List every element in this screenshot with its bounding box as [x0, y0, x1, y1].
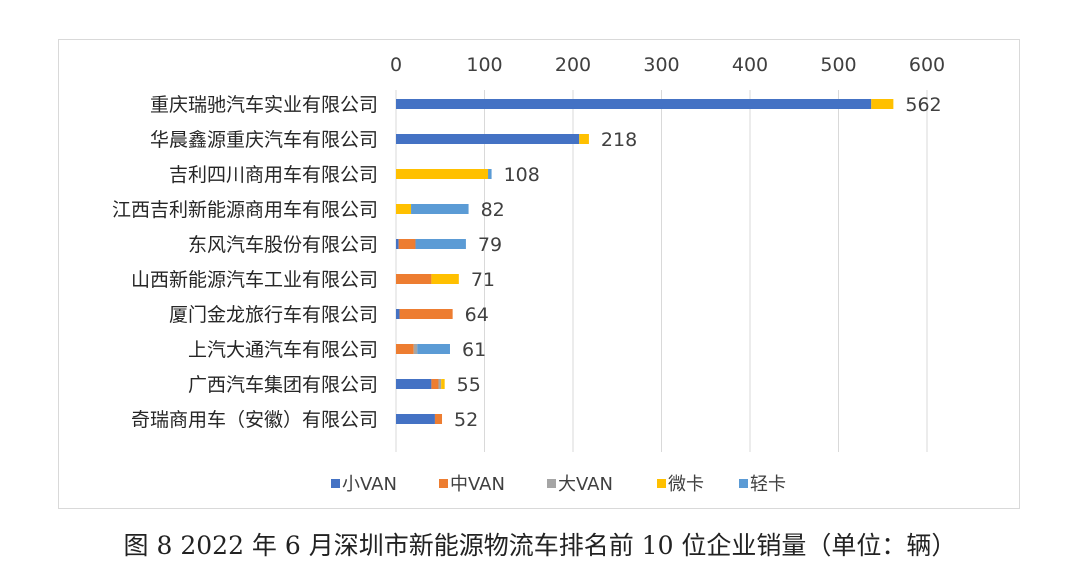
bar-chart: 0 100 200 300 400 500 600 重庆瑞驰汽车实业有限公司 562 华晨鑫源重庆… — [112, 54, 945, 495]
bar-segment — [396, 169, 489, 179]
bar-segment — [579, 134, 589, 144]
bar-segment — [396, 274, 432, 284]
legend-label: 轻卡 — [750, 474, 786, 495]
legend-swatch — [547, 479, 556, 488]
bar-segment — [431, 379, 439, 389]
data-label: 52 — [454, 409, 478, 431]
bar-segment — [413, 344, 418, 354]
data-label: 55 — [457, 374, 481, 396]
x-tick-label: 100 — [466, 54, 502, 76]
bar-segment — [396, 309, 400, 319]
legend-label: 中VAN — [450, 474, 505, 495]
bar-segment — [396, 99, 872, 109]
chart-area: 0 100 200 300 400 500 600 重庆瑞驰汽车实业有限公司 562 华晨鑫源重庆… — [58, 39, 1020, 509]
bar-segment — [431, 274, 459, 284]
figure-caption: 图 8 2022 年 6 月深圳市新能源物流车排名前 10 位企业销量（单位：辆… — [123, 531, 957, 560]
legend-swatch — [739, 479, 748, 488]
bar-segment — [396, 344, 414, 354]
data-label: 64 — [465, 304, 489, 326]
category-label: 广西汽车集团有限公司 — [188, 374, 378, 396]
x-tick-label: 400 — [732, 54, 768, 76]
data-label: 61 — [462, 339, 486, 361]
bar-segment — [434, 414, 443, 424]
bar-segment — [411, 204, 469, 214]
bar-segment — [396, 414, 435, 424]
data-label: 79 — [478, 234, 502, 256]
category-label: 江西吉利新能源商用车有限公司 — [112, 199, 378, 221]
x-tick-label: 600 — [909, 54, 945, 76]
legend-swatch — [331, 479, 340, 488]
bar-segment — [396, 379, 432, 389]
category-label: 华晨鑫源重庆汽车有限公司 — [150, 129, 378, 151]
data-label: 562 — [905, 94, 941, 116]
category-label: 山西新能源汽车工业有限公司 — [131, 269, 378, 291]
bar-segment — [871, 99, 894, 109]
category-label: 重庆瑞驰汽车实业有限公司 — [150, 94, 378, 116]
data-label: 71 — [471, 269, 495, 291]
data-label: 82 — [481, 199, 505, 221]
bar-segment — [396, 204, 412, 214]
category-label: 吉利四川商用车有限公司 — [169, 164, 378, 186]
category-label: 东风汽车股份有限公司 — [188, 234, 378, 256]
legend-swatch — [439, 479, 448, 488]
bar-segment — [415, 239, 466, 249]
category-label: 厦门金龙旅行车有限公司 — [169, 304, 378, 326]
x-tick-label: 300 — [643, 54, 679, 76]
bar-segment — [441, 379, 445, 389]
legend-label: 大VAN — [558, 474, 613, 495]
legend-label: 小VAN — [342, 474, 397, 495]
x-tick-label: 0 — [390, 54, 402, 76]
bar-segment — [398, 239, 416, 249]
x-tick-label: 200 — [555, 54, 591, 76]
bar-segment — [396, 134, 580, 144]
category-label: 奇瑞商用车（安徽）有限公司 — [131, 409, 378, 431]
category-label: 上汽大通汽车有限公司 — [188, 339, 378, 361]
data-label: 218 — [601, 129, 637, 151]
x-tick-label: 500 — [820, 54, 856, 76]
bar-segment — [438, 379, 442, 389]
bar-segment — [399, 309, 453, 319]
data-label: 108 — [504, 164, 540, 186]
legend-swatch — [657, 479, 666, 488]
bar-segment — [417, 344, 450, 354]
legend-label: 微卡 — [668, 474, 704, 495]
bar-segment — [396, 239, 399, 249]
bar-segment — [488, 169, 492, 179]
